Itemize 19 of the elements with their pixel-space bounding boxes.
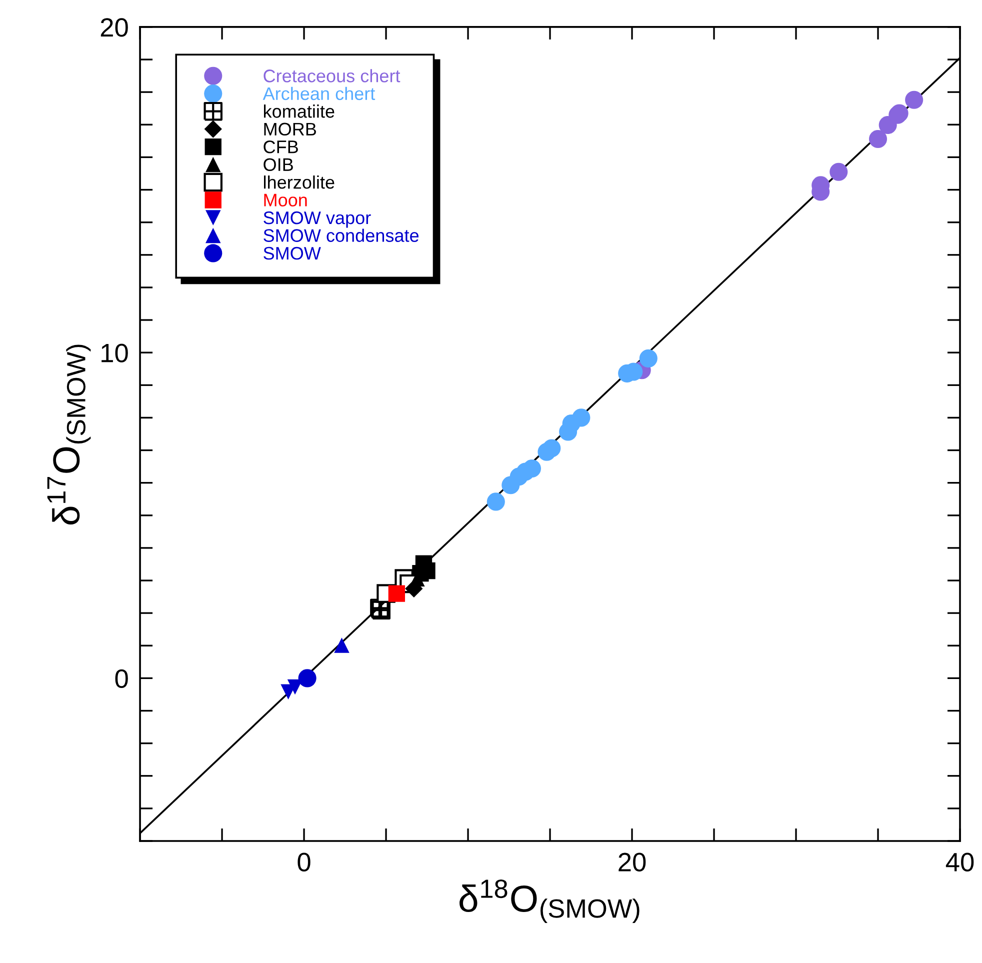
x-tick-label: 0 xyxy=(298,852,310,872)
legend-label: Archean chert xyxy=(262,86,376,100)
legend-label: Moon xyxy=(264,194,307,206)
x-tick-label: 20 xyxy=(618,852,646,872)
x-tick-label: 40 xyxy=(946,852,974,872)
y-axis-title: δ$^{17}$O$_{(SMOW)}$ xyxy=(47,344,91,524)
x-axis-title: δ$^{18}$O$_{(SMOW)}$ xyxy=(460,879,640,924)
y-tick-label: 20 xyxy=(100,18,128,37)
legend-label: OIB xyxy=(264,158,293,172)
legend-label: komatiite xyxy=(264,104,334,118)
legend-label: SMOW xyxy=(264,246,321,260)
y-tick-label: 10 xyxy=(102,344,128,362)
legend-label: SMOW vapor xyxy=(264,211,371,228)
legend-label: SMOW condensate xyxy=(264,228,419,242)
legend-label: Cretaceous chert xyxy=(264,69,400,82)
y-tick-label: 0 xyxy=(115,669,128,688)
legend-label: lherzolite xyxy=(264,175,334,189)
legend-label: MORB xyxy=(264,122,316,136)
legend-label: CFB xyxy=(264,140,298,154)
